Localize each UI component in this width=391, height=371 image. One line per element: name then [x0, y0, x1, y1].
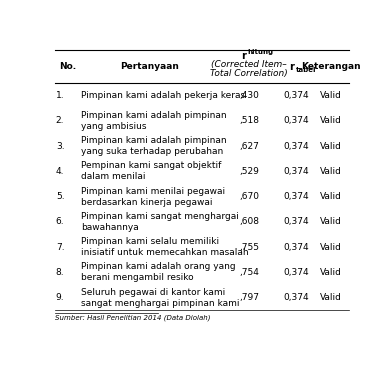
- Text: ,755: ,755: [239, 243, 259, 252]
- Text: No.: No.: [59, 62, 76, 71]
- Text: ,797: ,797: [239, 293, 259, 302]
- Text: Valid: Valid: [320, 293, 342, 302]
- Text: Keterangan: Keterangan: [301, 62, 361, 71]
- Text: 0,374: 0,374: [283, 116, 309, 125]
- Text: Valid: Valid: [320, 268, 342, 277]
- Text: hitung: hitung: [248, 49, 274, 55]
- Text: tabel: tabel: [296, 66, 316, 72]
- Text: Sumber: Hasil Penelitian 2014 (Data Diolah): Sumber: Hasil Penelitian 2014 (Data Diol…: [55, 315, 210, 321]
- Text: 5.: 5.: [56, 192, 65, 201]
- Text: Pimpinan kami adalah orang yang
berani mengambil resiko: Pimpinan kami adalah orang yang berani m…: [81, 262, 236, 282]
- Text: ,754: ,754: [239, 268, 259, 277]
- Text: 0,374: 0,374: [283, 167, 309, 176]
- Text: ,608: ,608: [239, 217, 259, 226]
- Text: Valid: Valid: [320, 243, 342, 252]
- Text: Valid: Valid: [320, 192, 342, 201]
- Text: Pimpinan kami selalu memiliki
inisiatif untuk memecahkan masalah: Pimpinan kami selalu memiliki inisiatif …: [81, 237, 249, 257]
- Text: Pimpinan kami adalah pimpinan
yang ambisius: Pimpinan kami adalah pimpinan yang ambis…: [81, 111, 227, 131]
- Text: 0,374: 0,374: [283, 192, 309, 201]
- Text: 0,374: 0,374: [283, 217, 309, 226]
- Text: Total Correlation): Total Correlation): [210, 69, 288, 78]
- Text: 0,374: 0,374: [283, 142, 309, 151]
- Text: Valid: Valid: [320, 116, 342, 125]
- Text: Valid: Valid: [320, 91, 342, 100]
- Text: 2.: 2.: [56, 116, 65, 125]
- Text: 7.: 7.: [56, 243, 65, 252]
- Text: Pertanyaan: Pertanyaan: [120, 62, 179, 71]
- Text: ,529: ,529: [239, 167, 259, 176]
- Text: Valid: Valid: [320, 142, 342, 151]
- Text: Pimpinan kami menilai pegawai
berdasarkan kinerja pegawai: Pimpinan kami menilai pegawai berdasarka…: [81, 187, 225, 207]
- Text: Pimpinan kami sangat menghargai
bawahannya: Pimpinan kami sangat menghargai bawahann…: [81, 212, 239, 232]
- Text: ,430: ,430: [239, 91, 259, 100]
- Text: Pimpinan kami adalah pekerja keras: Pimpinan kami adalah pekerja keras: [81, 91, 245, 100]
- Text: Pempinan kami sangat objektif
dalam menilai: Pempinan kami sangat objektif dalam meni…: [81, 161, 222, 181]
- Text: ,627: ,627: [239, 142, 259, 151]
- Text: 9.: 9.: [56, 293, 65, 302]
- Text: 6.: 6.: [56, 217, 65, 226]
- Text: 8.: 8.: [56, 268, 65, 277]
- Text: 4.: 4.: [56, 167, 65, 176]
- Text: (Corrected Item–: (Corrected Item–: [211, 60, 287, 69]
- Text: Valid: Valid: [320, 167, 342, 176]
- Text: r: r: [290, 62, 294, 72]
- Text: r: r: [241, 51, 246, 61]
- Text: ,670: ,670: [239, 192, 259, 201]
- Text: 0,374: 0,374: [283, 243, 309, 252]
- Text: 0,374: 0,374: [283, 91, 309, 100]
- Text: ,518: ,518: [239, 116, 259, 125]
- Text: 3.: 3.: [56, 142, 65, 151]
- Text: Valid: Valid: [320, 217, 342, 226]
- Text: Seluruh pegawai di kantor kami
sangat menghargai pimpinan kami: Seluruh pegawai di kantor kami sangat me…: [81, 288, 240, 308]
- Text: Pimpinan kami adalah pimpinan
yang suka terhadap perubahan: Pimpinan kami adalah pimpinan yang suka …: [81, 136, 227, 156]
- Text: 0,374: 0,374: [283, 268, 309, 277]
- Text: 1.: 1.: [56, 91, 65, 100]
- Text: 0,374: 0,374: [283, 293, 309, 302]
